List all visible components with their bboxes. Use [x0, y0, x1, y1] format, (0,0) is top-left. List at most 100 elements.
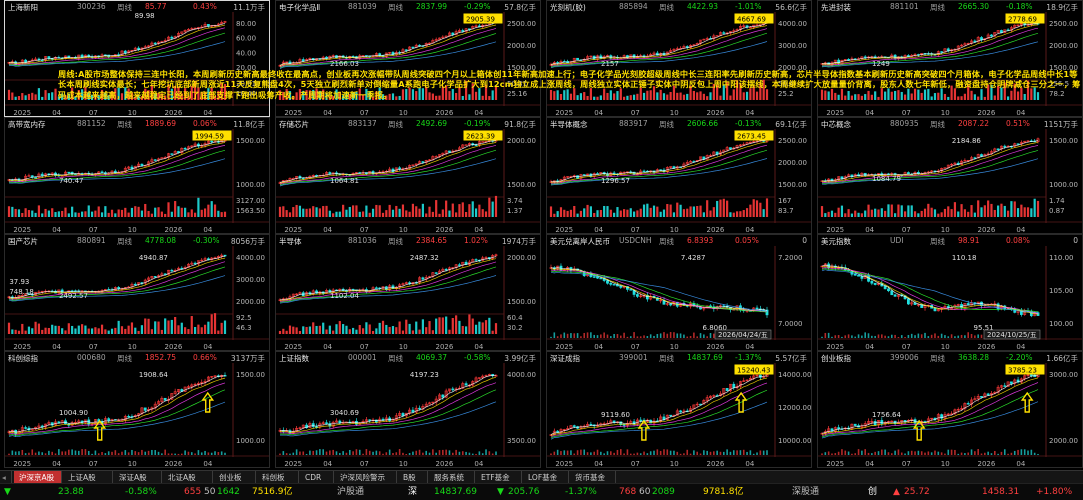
- panel-price: 98.91: [958, 236, 980, 245]
- kline-chart[interactable]: 110.00 105.00 100.00 2025 04 07 10 2026 04 110.18…: [818, 246, 1082, 351]
- kline-chart[interactable]: 2000.00 1500.00 3.74 1.37 2025 04 07 10 2026 04 26…: [276, 129, 540, 234]
- chart-panel-usdcnh[interactable]: 美元兑离岸人民币 USDCNH 周线 6.8393 0.05% 0 7.2000 7.0000…: [546, 234, 812, 351]
- tab-10[interactable]: ETF基金: [476, 471, 522, 484]
- price-annotation: 1084.79: [872, 175, 901, 183]
- tab-0[interactable]: 沪深京A股: [14, 471, 62, 484]
- panel-period: 周线: [117, 3, 132, 12]
- x-axis-label: 2025: [13, 109, 31, 117]
- tab-11[interactable]: LOF基金: [523, 471, 569, 484]
- chart-panel-880891[interactable]: 国产芯片 880891 周线 4778.08 -0.30% 8056万手 4000.00 30…: [4, 234, 270, 351]
- price-annotation: 89.98: [135, 12, 155, 20]
- chart-panel-881152[interactable]: 高带宽内存 881152 周线 1889.69 0.06% 11.8亿手 1500.00 10…: [4, 117, 270, 234]
- panel-name: 科创综指: [8, 354, 38, 363]
- chart-panel-000001[interactable]: 上证指数 000001 周线 4069.37 -0.58% 3.99亿手 4000.00 35…: [275, 351, 541, 468]
- x-axis-label: 07: [902, 460, 911, 468]
- x-axis-label: 2025: [826, 460, 844, 468]
- kline-chart[interactable]: 2500.00 2000.00 1500.00 156.5 78.2 2025 04 07 10…: [818, 12, 1082, 117]
- chart-panel-883137[interactable]: 存储芯片 883137 周线 2492.69 -0.19% 91.8亿手 2000.00 15…: [275, 117, 541, 234]
- y-axis-tick: 4000.00: [507, 371, 536, 379]
- panel-name: 半导体概念: [550, 120, 588, 129]
- market-tab-bar: ◂ 沪深京A股 上证A股 深证A股 北证A股 创业板 科创板 CDR 沪深风险警示 B股 服务系统…: [0, 470, 1083, 484]
- tab-2[interactable]: 深证A股: [114, 471, 162, 484]
- x-axis-label: 07: [89, 226, 98, 234]
- chart-panel-300236[interactable]: 上海新阳 300236 周线 85.77 0.43% 11.1万手 80.00 60.00 40…: [4, 0, 270, 117]
- panel-header: 美元兑离岸人民币 USDCNH 周线 6.8393 0.05% 0: [547, 235, 811, 246]
- kline-chart[interactable]: 2500.00 2000.00 1500.00 50.31 25.16 2025 04 07 1…: [276, 12, 540, 117]
- tab-scroll-left-icon[interactable]: ◂: [0, 471, 12, 484]
- panel-price: 3638.28: [958, 353, 990, 362]
- tab-1[interactable]: 上证A股: [63, 471, 113, 484]
- panel-code: 399001: [619, 353, 648, 362]
- tab-8[interactable]: B股: [398, 471, 428, 484]
- y-axis-tick: 7.0000: [778, 320, 803, 328]
- tab-6[interactable]: CDR: [300, 471, 334, 484]
- chart-panel-udi[interactable]: 美元指数 UDI 周线 98.91 0.08% 0 110.00 105.00 100.00 20…: [817, 234, 1083, 351]
- chart-panel-000680[interactable]: 科创综指 000680 周线 1852.75 0.66% 3137万手 1500.00 100…: [4, 351, 270, 468]
- tab-7[interactable]: 沪深风险警示: [335, 471, 397, 484]
- panel-price: 85.77: [145, 2, 167, 11]
- kline-chart[interactable]: 1500.00 1000.00 3127.00 1563.50 2025 04 07 10 20…: [5, 129, 269, 234]
- kline-chart[interactable]: 3000.00 2000.00 2025 04 07 10 2026 04 3785.23 175…: [818, 363, 1082, 468]
- status-hk-connect-sz[interactable]: 深股通: [792, 487, 820, 497]
- x-axis-label: 2026: [165, 226, 183, 234]
- panel-period: 周线: [659, 237, 674, 246]
- y-axis-tick: 2000.00: [778, 64, 807, 72]
- kline-chart[interactable]: 1500.00 1000.00 2025 04 07 10 2026 04 1908.64 100…: [5, 363, 269, 468]
- tab-3[interactable]: 北证A股: [163, 471, 213, 484]
- panel-name: 先进封装: [821, 3, 851, 12]
- kline-chart[interactable]: 14000.00 12000.00 10000.00 2025 04 07 10 2026 04…: [547, 363, 811, 468]
- kline-chart[interactable]: 4000.00 3000.00 2000.00 92.5 46.3 2025 04 07 10 2…: [5, 246, 269, 351]
- volume-axis-tick: 1563.50: [236, 207, 265, 215]
- kline-chart[interactable]: 2500.00 2000.00 1500.00 167 83.7 2025 04 07 10 20…: [547, 129, 811, 234]
- chart-panel-885894[interactable]: 光刻机(胶) 885894 周线 4422.93 -1.01% 56.6亿手 4000.00…: [546, 0, 812, 117]
- volume-axis-tick: 1.74: [1049, 197, 1065, 205]
- x-axis-label: 04: [1016, 343, 1025, 351]
- panel-price: 4422.93: [687, 2, 719, 11]
- panel-header: 存储芯片 883137 周线 2492.69 -0.19% 91.8亿手: [276, 118, 540, 129]
- panel-price: 14837.69: [687, 353, 723, 362]
- tab-5[interactable]: 科创板: [257, 471, 299, 484]
- panel-volume: 18.9亿手: [1046, 3, 1078, 12]
- y-axis-tick: 2500.00: [507, 20, 536, 28]
- chart-panel-881039[interactable]: 电子化学品Ⅱ 881039 周线 2837.99 -0.29% 57.8亿手 2500.00…: [275, 0, 541, 117]
- panel-name: 上海新阳: [8, 3, 38, 12]
- tab-4[interactable]: 创业板: [214, 471, 256, 484]
- x-axis-label: 2025: [555, 109, 573, 117]
- x-axis-label: 04: [203, 226, 212, 234]
- x-axis-label: 04: [594, 109, 603, 117]
- chart-panel-881101[interactable]: 先进封装 881101 周线 2665.30 -0.18% 18.9亿手 2500.00 20…: [817, 0, 1083, 117]
- tab-12[interactable]: 货币基金: [570, 471, 616, 484]
- kline-chart[interactable]: 4000.00 3000.00 2000.00 50.4 25.2 2025 04 07 10 2…: [547, 12, 811, 117]
- kline-chart[interactable]: 1500.00 1000.00 1.74 0.87 2025 04 07 10 2026 04 21…: [818, 129, 1082, 234]
- x-axis-label: 2026: [165, 343, 183, 351]
- x-axis-label: 2026: [436, 109, 454, 117]
- kline-chart[interactable]: 4000.00 3500.00 2025 04 07 10 2026 04 4197.23 304…: [276, 363, 540, 468]
- panel-header: 先进封装 881101 周线 2665.30 -0.18% 18.9亿手: [818, 1, 1082, 12]
- panel-price: 1889.69: [145, 119, 177, 128]
- kline-chart[interactable]: 7.2000 7.0000 2025 04 07 10 2026 04 7.4287 6.8060…: [547, 246, 811, 351]
- panel-pct: 0.06%: [193, 119, 217, 128]
- status-hk-connect-sh[interactable]: 沪股通: [337, 487, 365, 497]
- kline-chart[interactable]: 80.00 60.00 40.00 20.00 20.81 10.40 2025 04 07 10…: [5, 12, 269, 117]
- panel-pct: -0.58%: [464, 353, 491, 362]
- chart-panel-399006[interactable]: 创业板指 399006 周线 3638.28 -2.20% 1.66亿手 3000.00 20…: [817, 351, 1083, 468]
- chart-panel-399001[interactable]: 深证成指 399001 周线 14837.69 -1.37% 5.57亿手 14000.00…: [546, 351, 812, 468]
- y-axis-tick: 2500.00: [1049, 20, 1078, 28]
- chart-panel-880935[interactable]: 中芯概念 880935 周线 2087.22 0.51% 1151万手 1500.00 100…: [817, 117, 1083, 234]
- y-axis-tick: 12000.00: [778, 404, 811, 412]
- panel-pct: 0.08%: [1006, 236, 1030, 245]
- x-axis-label: 04: [1016, 109, 1025, 117]
- x-axis-label: 10: [128, 343, 137, 351]
- kline-chart[interactable]: 2000.00 1500.00 60.4 30.2 2025 04 07 10 2026 04 24…: [276, 246, 540, 351]
- panel-pct: 0.43%: [193, 2, 217, 11]
- tab-9[interactable]: 服务系统: [429, 471, 475, 484]
- price-annotation: 1756.64: [872, 411, 901, 419]
- chart-panel-883917[interactable]: 半导体概念 883917 周线 2606.66 -0.13% 69.1亿手 2500.00 2…: [546, 117, 812, 234]
- x-axis-label: 04: [745, 109, 754, 117]
- panel-name: 创业板指: [821, 354, 851, 363]
- yellow-up-arrow-icon: [734, 391, 748, 413]
- price-annotation: 4197.23: [410, 371, 439, 379]
- high-price-highlight: 4667.69: [737, 16, 766, 24]
- x-axis-label: 10: [670, 343, 679, 351]
- chart-panel-881036[interactable]: 半导体 881036 周线 2384.65 1.02% 1974万手 2000.00 1500…: [275, 234, 541, 351]
